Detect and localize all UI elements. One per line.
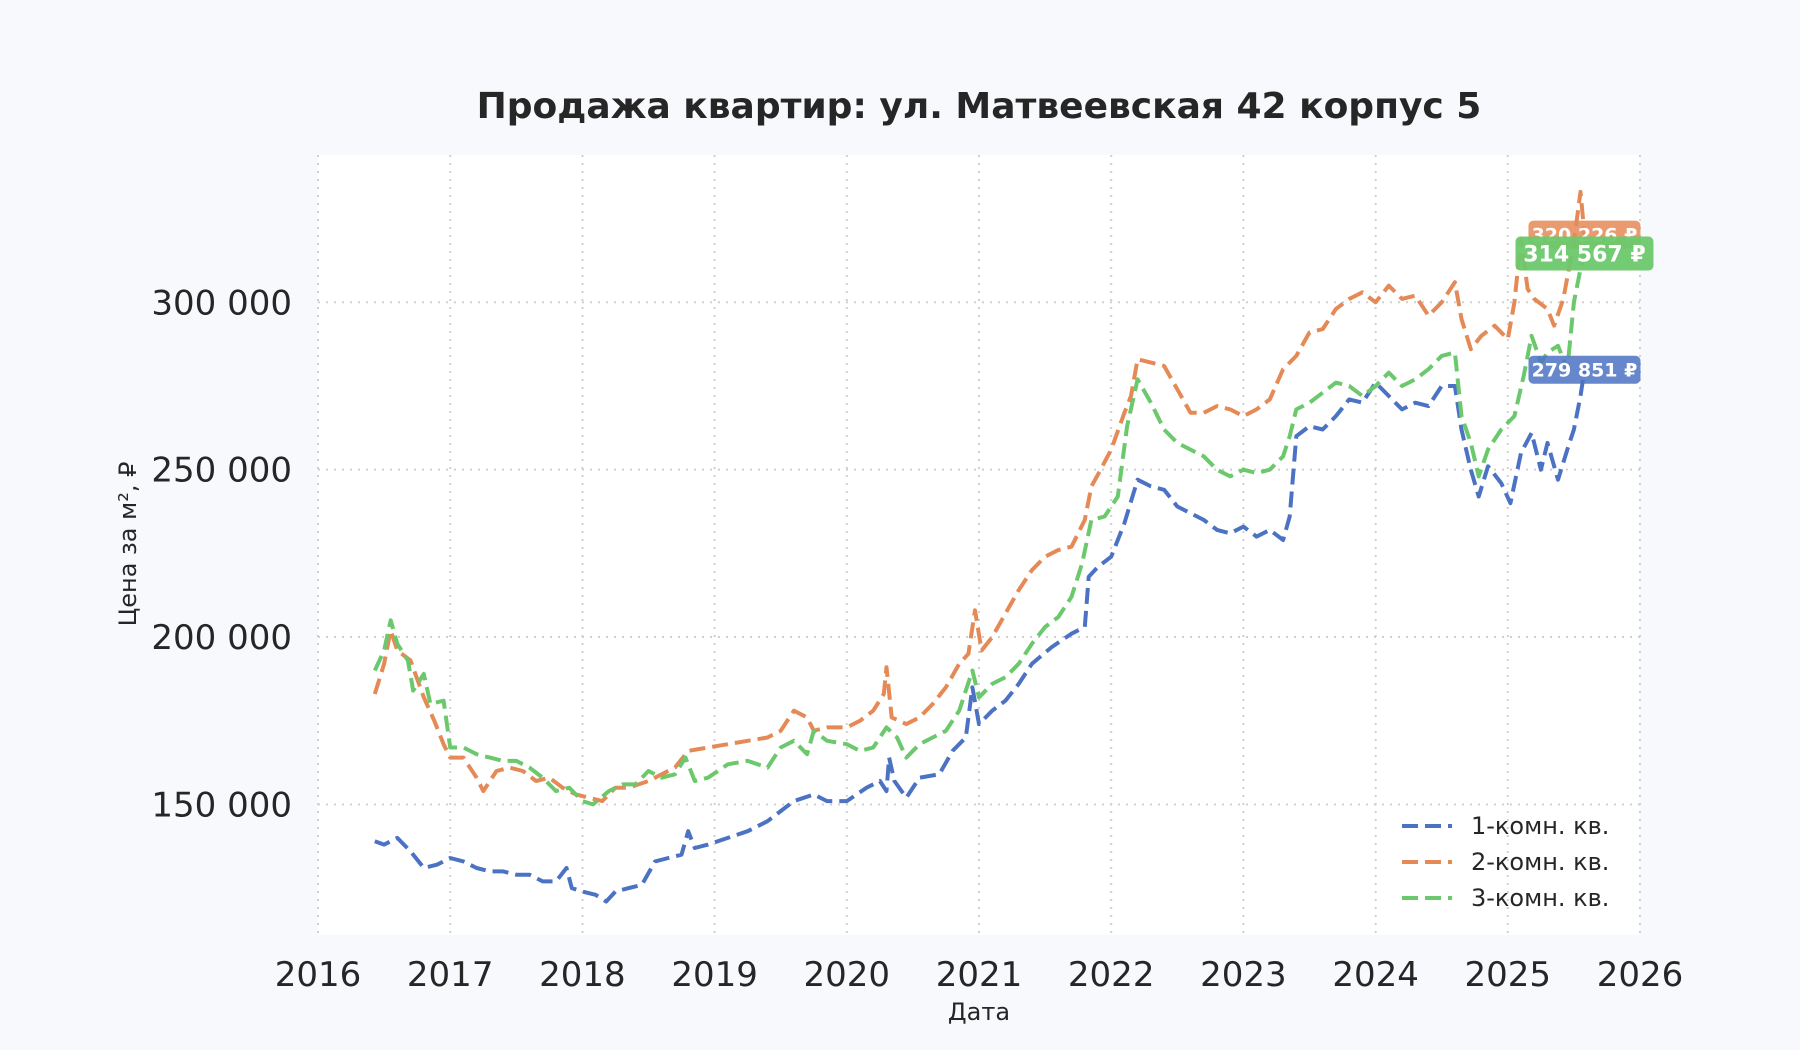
x-tick-label: 2020 xyxy=(804,955,891,995)
last-value-labels: 320 226 ₽314 567 ₽279 851 ₽ xyxy=(1515,220,1654,384)
x-axis-label: Дата xyxy=(948,998,1010,1026)
x-tick-label: 2025 xyxy=(1465,955,1552,995)
y-tick-label: 150 000 xyxy=(151,785,292,825)
x-tick-label: 2021 xyxy=(936,955,1023,995)
chart-title: Продажа квартир: ул. Матвеевская 42 корп… xyxy=(477,86,1482,127)
legend-item-2: 2-комн. кв. xyxy=(1402,848,1609,876)
x-tick-label: 2026 xyxy=(1597,955,1684,995)
x-tick-label: 2022 xyxy=(1068,955,1155,995)
series-lines xyxy=(372,189,1587,904)
x-tick-label: 2018 xyxy=(539,955,626,995)
legend: 1-комн. кв. 2-комн. кв. 3-комн. кв. xyxy=(1402,812,1609,912)
series-line-1 xyxy=(374,369,1587,904)
svg-text:314 567 ₽: 314 567 ₽ xyxy=(1523,242,1645,267)
series-line-2 xyxy=(372,189,1587,804)
x-tick-label: 2016 xyxy=(275,955,362,995)
y-axis-label: Цена за м², ₽ xyxy=(114,462,142,627)
svg-text:279 851 ₽: 279 851 ₽ xyxy=(1532,360,1638,382)
x-tick-label: 2024 xyxy=(1332,955,1419,995)
y-tick-labels: 150 000 200 000 250 000 300 000 xyxy=(151,283,292,825)
legend-label: 2-комн. кв. xyxy=(1471,848,1609,876)
y-tick-label: 200 000 xyxy=(151,618,292,658)
x-tick-label: 2019 xyxy=(671,955,758,995)
y-tick-label: 300 000 xyxy=(151,283,292,323)
x-tick-labels: 2016 2017 2018 2019 2020 2021 2022 2023 2024 2025… xyxy=(275,955,1684,995)
legend-item-3: 3-комн. кв. xyxy=(1402,884,1609,912)
last-value-label-3: 314 567 ₽ xyxy=(1515,236,1654,271)
y-tick-label: 250 000 xyxy=(151,451,292,491)
plot-area xyxy=(318,155,1640,935)
x-tick-label: 2017 xyxy=(407,955,494,995)
last-value-label-1: 279 851 ₽ xyxy=(1528,355,1641,384)
series-line-3 xyxy=(372,252,1587,807)
x-tick-label: 2023 xyxy=(1200,955,1287,995)
grid xyxy=(317,155,1641,935)
legend-label: 3-комн. кв. xyxy=(1471,884,1609,912)
legend-item-1: 1-комн. кв. xyxy=(1402,812,1609,840)
legend-label: 1-комн. кв. xyxy=(1471,812,1609,840)
